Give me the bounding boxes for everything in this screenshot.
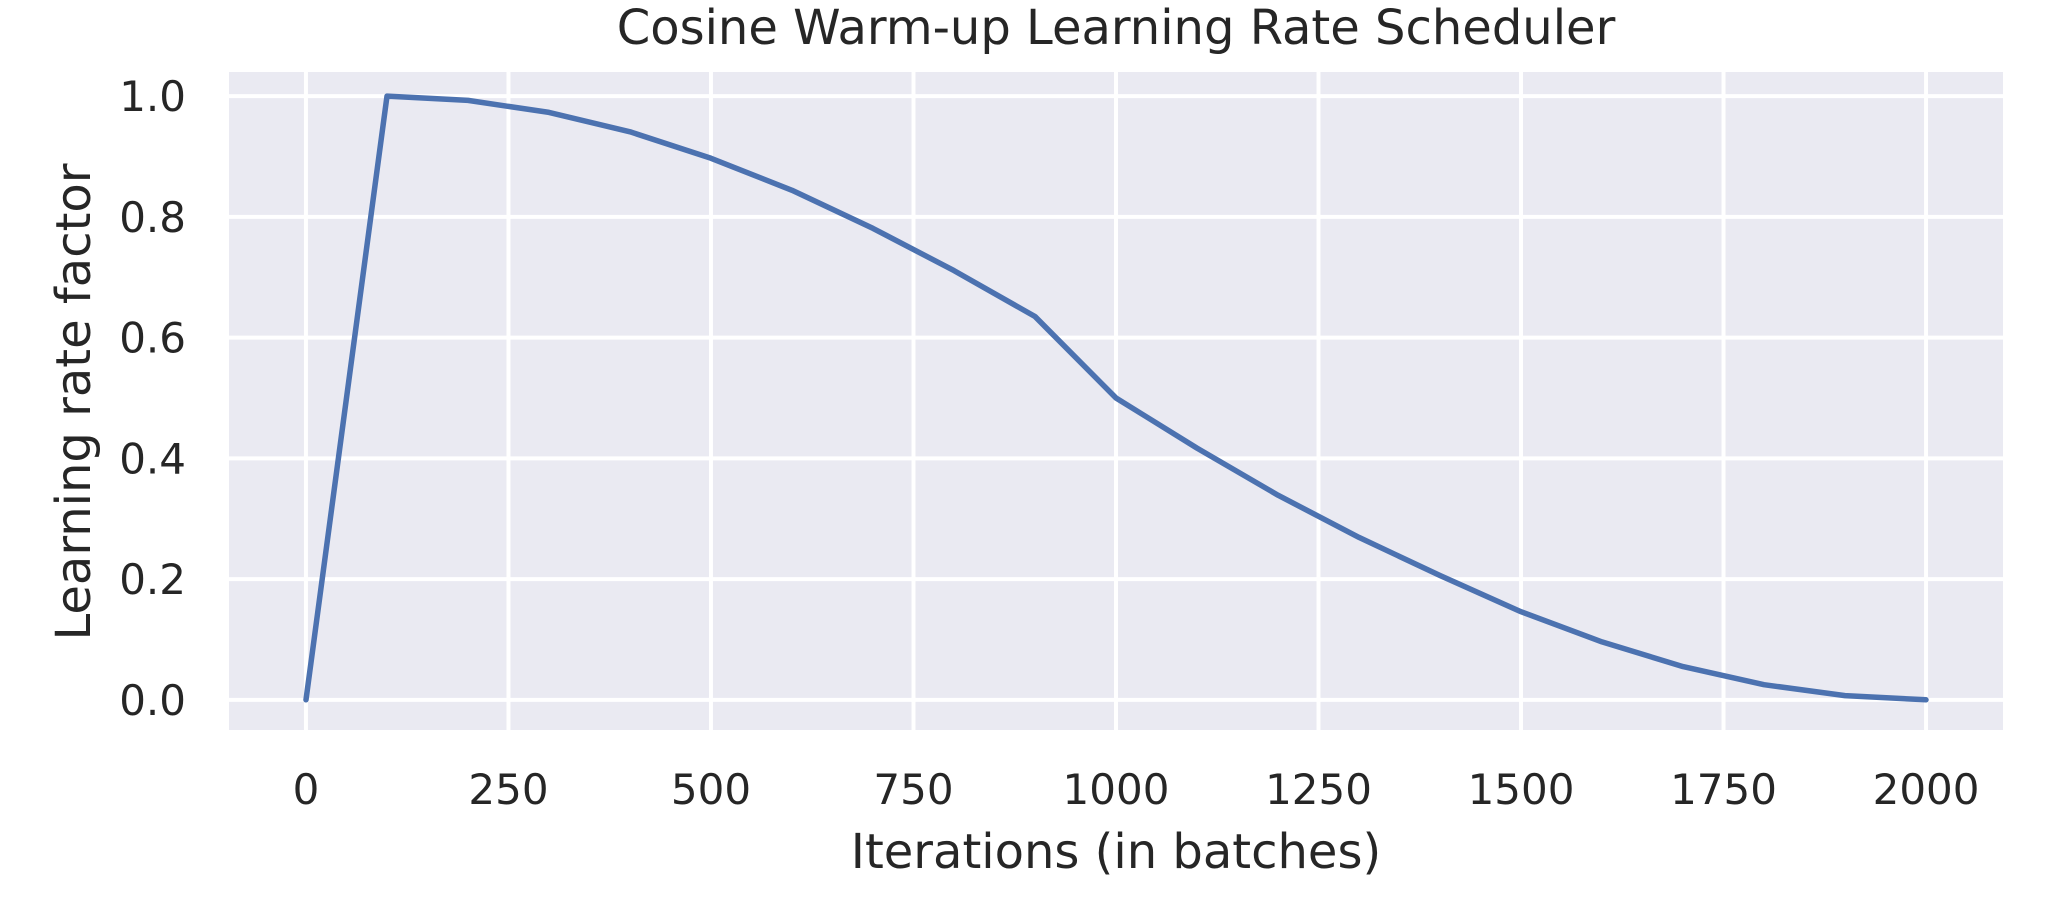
x-tick-label: 500 [671, 765, 751, 814]
chart-title: Cosine Warm-up Learning Rate Scheduler [617, 0, 1616, 56]
x-tick-label: 750 [873, 765, 953, 814]
y-axis-label: Learning rate factor [46, 163, 102, 640]
x-tick-label: 2000 [1873, 765, 1980, 814]
y-tick-labels: 0.0 0.2 0.4 0.6 0.8 1.0 [119, 72, 186, 725]
x-tick-label: 250 [468, 765, 548, 814]
y-tick-label: 0.0 [119, 676, 186, 725]
x-tick-labels: 0 250 500 750 1000 1250 1500 1750 2000 [293, 765, 1980, 814]
y-grid-lines [229, 94, 2003, 702]
y-tick-label: 1.0 [119, 72, 186, 121]
x-tick-label: 1750 [1670, 765, 1777, 814]
y-tick-label: 0.6 [119, 314, 186, 363]
series-line [303, 93, 1929, 703]
data-series [303, 93, 1929, 703]
x-grid-lines [303, 72, 1929, 730]
x-axis-label: Iterations (in batches) [851, 824, 1381, 880]
x-tick-label: 1250 [1265, 765, 1372, 814]
y-tick-label: 0.4 [119, 434, 186, 483]
y-tick-label: 0.2 [119, 555, 186, 604]
x-tick-label: 1500 [1468, 765, 1575, 814]
x-tick-label: 1000 [1063, 765, 1170, 814]
y-tick-label: 0.8 [119, 193, 186, 242]
x-tick-label: 0 [293, 765, 320, 814]
